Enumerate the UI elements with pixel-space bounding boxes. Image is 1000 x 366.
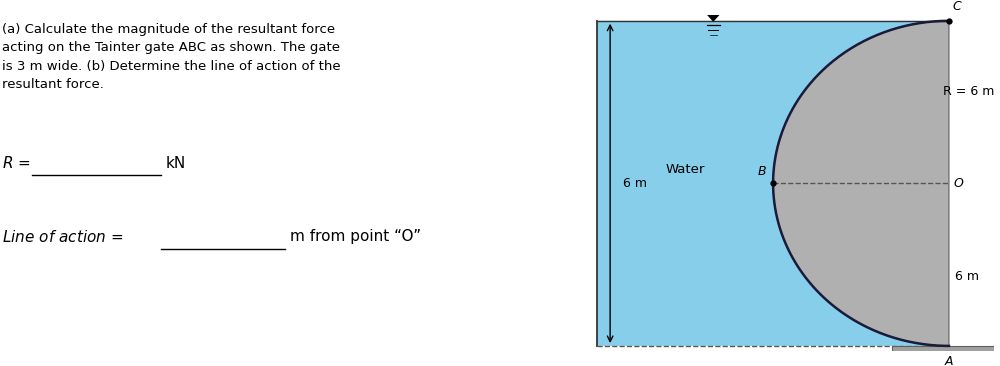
Text: O: O [954, 177, 964, 190]
Text: 6 m: 6 m [955, 270, 979, 283]
Bar [892, 346, 1000, 366]
Text: A: A [945, 355, 953, 366]
Text: $R$ =: $R$ = [2, 155, 31, 171]
Text: (a) Calculate the magnitude of the resultant force
acting on the Tainter gate AB: (a) Calculate the magnitude of the resul… [2, 23, 341, 91]
Polygon shape [773, 21, 949, 346]
Text: B: B [758, 165, 766, 178]
Text: m from point “O”: m from point “O” [290, 229, 421, 244]
Text: Water: Water [665, 163, 705, 176]
Text: $Line\ of\ action$ =: $Line\ of\ action$ = [2, 229, 123, 244]
Polygon shape [706, 12, 721, 21]
Text: kN: kN [166, 156, 186, 171]
Text: R = 6 m: R = 6 m [943, 85, 995, 98]
Text: C: C [953, 0, 962, 12]
Polygon shape [597, 21, 949, 346]
Text: 6 m: 6 m [623, 177, 647, 190]
